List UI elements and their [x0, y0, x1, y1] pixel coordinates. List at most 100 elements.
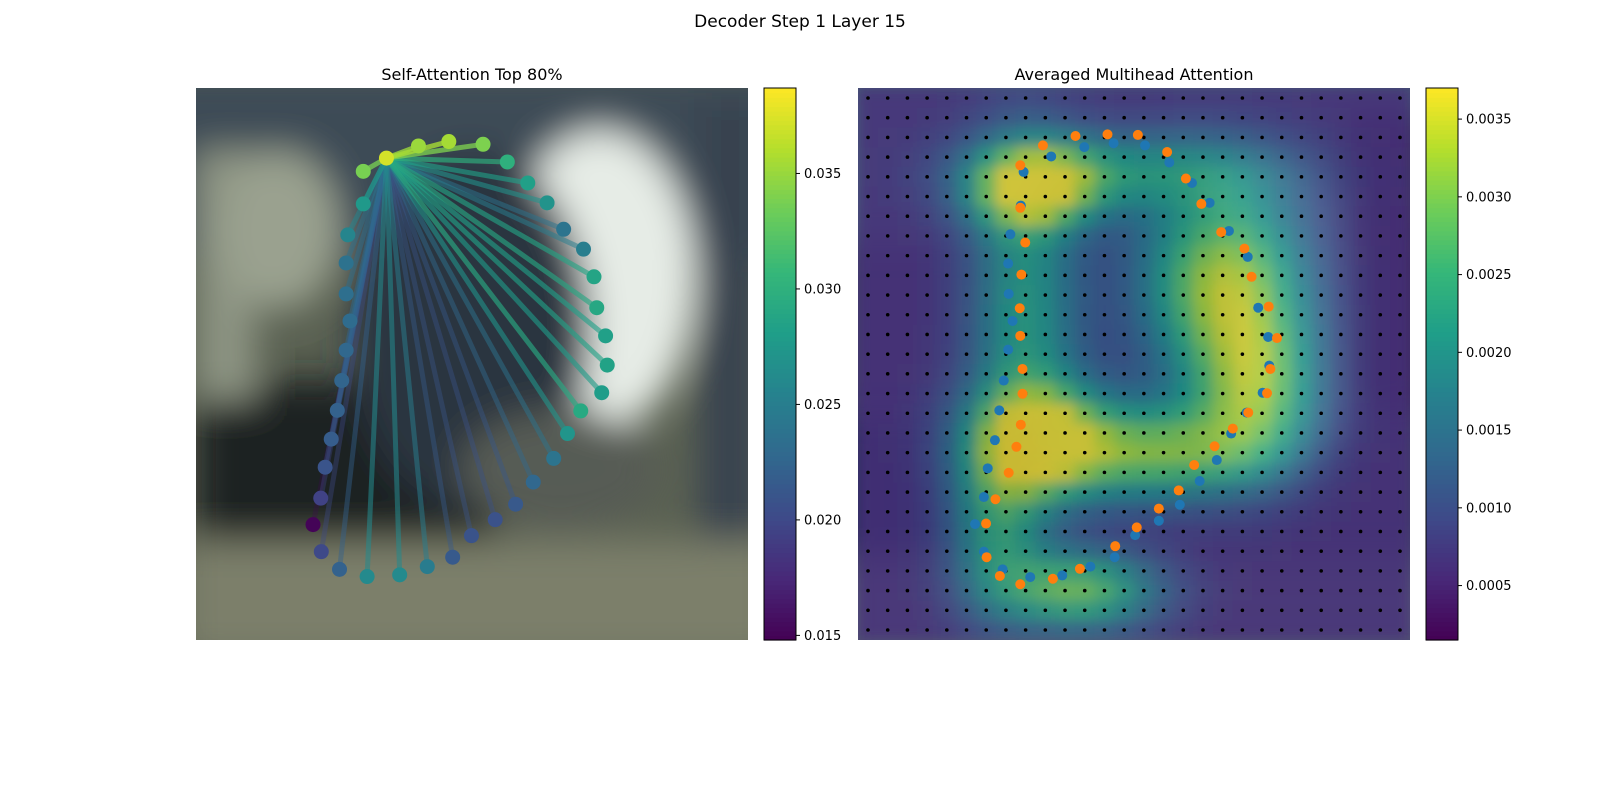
grid-dot — [1358, 372, 1363, 376]
grid-dot — [885, 273, 890, 278]
grid-dot — [1043, 450, 1048, 455]
grid-dot — [1142, 135, 1146, 140]
grid-dot — [925, 391, 929, 396]
grid-dot — [885, 253, 890, 258]
colorbar-segment — [764, 607, 796, 613]
grid-dot — [1023, 628, 1028, 632]
grid-dot — [866, 411, 870, 416]
grid-dot — [1161, 628, 1166, 632]
grid-dot — [1240, 549, 1245, 553]
grid-dot — [1201, 175, 1205, 179]
grid-dot — [1260, 529, 1264, 534]
grid-dot — [905, 253, 910, 258]
grid-dot — [1299, 431, 1304, 435]
grid-dot — [1378, 588, 1383, 593]
grid-dot — [1299, 234, 1304, 238]
colorbar-segment — [764, 180, 796, 186]
grid-dot — [1398, 450, 1402, 455]
orange-point — [1263, 301, 1274, 312]
grid-dot — [1122, 96, 1126, 100]
grid-dot — [1339, 155, 1343, 159]
colorbar-segment — [1426, 354, 1458, 360]
colorbar-segment — [1426, 180, 1458, 186]
grid-dot — [1279, 509, 1284, 514]
grid-dot — [1122, 509, 1126, 514]
colorbar-segment — [1426, 166, 1458, 172]
colorbar-segment — [1426, 552, 1458, 558]
colorbar-segment — [1426, 92, 1458, 98]
grid-dot — [1102, 293, 1107, 297]
grid-dot — [1082, 352, 1087, 356]
grid-dot — [1240, 529, 1245, 534]
colorbar-segment — [764, 115, 796, 121]
colorbar-segment — [764, 488, 796, 494]
grid-dot — [1378, 234, 1383, 238]
grid-dot — [1378, 529, 1383, 534]
grid-dot — [1279, 115, 1284, 120]
grid-dot — [1082, 372, 1087, 376]
grid-dot — [1023, 194, 1028, 199]
grid-dot — [925, 450, 929, 455]
blue-point — [1109, 552, 1120, 563]
grid-dot — [885, 115, 890, 120]
grid-dot — [1102, 608, 1107, 613]
grid-dot — [1299, 194, 1304, 199]
colorbar-tick-label: 0.025 — [804, 398, 841, 413]
colorbar-segment — [1426, 175, 1458, 181]
colorbar-segment — [1426, 97, 1458, 103]
colorbar-segment — [764, 548, 796, 554]
grid-dot — [1201, 411, 1205, 416]
colorbar-segment — [764, 253, 796, 259]
grid-dot — [1240, 490, 1245, 494]
grid-dot — [984, 194, 989, 199]
orange-point — [990, 494, 1001, 505]
blue-point — [1211, 455, 1222, 466]
grid-dot — [1398, 569, 1402, 573]
grid-dot — [1279, 569, 1284, 573]
grid-dot — [1398, 352, 1402, 356]
colorbar-segment — [1426, 460, 1458, 466]
colorbar-segment — [1426, 566, 1458, 572]
grid-dot — [1240, 450, 1245, 455]
grid-dot — [1102, 450, 1107, 455]
grid-dot — [945, 490, 949, 494]
grid-dot — [885, 431, 890, 435]
colorbar-tick-label: 0.020 — [804, 513, 841, 528]
grid-dot — [1299, 214, 1304, 219]
colorbar-segment — [764, 428, 796, 434]
colorbar-segment — [1426, 143, 1458, 149]
grid-dot — [1004, 273, 1008, 278]
grid-dot — [1142, 115, 1146, 120]
colorbar-segment — [764, 304, 796, 310]
grid-dot — [1339, 608, 1343, 613]
contour-point — [586, 269, 602, 285]
grid-dot — [1398, 490, 1402, 494]
colorbar-segment — [764, 469, 796, 475]
colorbar-segment — [1426, 193, 1458, 199]
grid-dot — [1201, 588, 1205, 593]
grid-dot — [945, 312, 949, 317]
grid-dot — [1043, 490, 1048, 494]
grid-dot — [1181, 332, 1186, 337]
grid-dot — [905, 312, 910, 317]
grid-dot — [1339, 273, 1343, 278]
grid-dot — [1220, 411, 1225, 416]
grid-dot — [1201, 155, 1205, 159]
grid-dot — [1122, 332, 1126, 337]
colorbar-segment — [1426, 345, 1458, 351]
grid-dot — [1220, 628, 1225, 632]
colorbar-segment — [764, 405, 796, 411]
contour-point — [499, 154, 515, 170]
grid-dot — [1299, 352, 1304, 356]
grid-dot — [1142, 96, 1146, 100]
grid-dot — [1220, 293, 1225, 297]
grid-dot — [1082, 194, 1087, 199]
grid-dot — [1378, 115, 1383, 120]
attention-line — [383, 155, 610, 368]
colorbar-segment — [764, 419, 796, 425]
colorbar-segment — [764, 575, 796, 581]
grid-dot — [905, 470, 910, 475]
grid-dot — [1043, 96, 1048, 100]
colorbar-segment — [764, 175, 796, 181]
grid-dot — [866, 332, 870, 337]
